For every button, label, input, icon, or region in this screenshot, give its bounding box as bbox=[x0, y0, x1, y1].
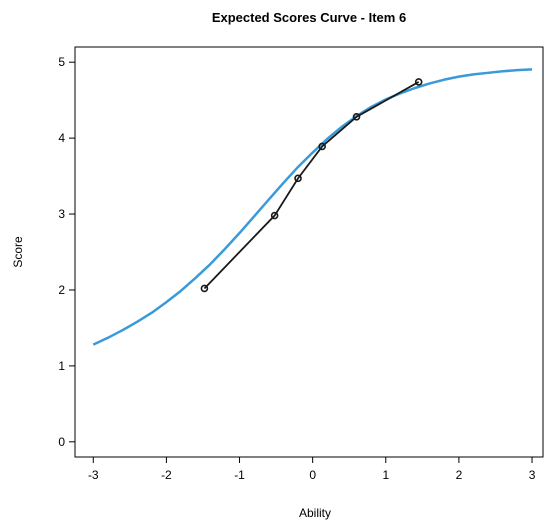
y-axis: 0 1 2 3 4 5 bbox=[58, 55, 75, 449]
x-tick-label: 2 bbox=[456, 468, 463, 482]
y-tick-label: 5 bbox=[58, 55, 65, 69]
observed-point bbox=[200, 284, 209, 293]
x-tick-label: -3 bbox=[88, 468, 99, 482]
y-tick-label: 3 bbox=[58, 207, 65, 221]
expected-score-curve bbox=[92, 68, 533, 346]
x-tick-label: 1 bbox=[382, 468, 389, 482]
y-tick-label: 4 bbox=[58, 131, 65, 145]
x-tick-label: -1 bbox=[234, 468, 245, 482]
observed-point bbox=[352, 113, 361, 121]
y-tick-label: 1 bbox=[58, 359, 65, 373]
observed-point bbox=[294, 174, 302, 183]
y-tick-label: 0 bbox=[58, 435, 65, 449]
plot-frame bbox=[74, 46, 544, 458]
x-axis-label: Ability bbox=[299, 506, 331, 520]
x-tick-label: 3 bbox=[529, 468, 536, 482]
observed-point bbox=[270, 211, 279, 220]
observed-score-line bbox=[203, 81, 420, 290]
y-axis-label: Score bbox=[11, 236, 25, 268]
observed-point bbox=[318, 142, 326, 151]
observed-point bbox=[414, 78, 423, 86]
x-tick-label: -2 bbox=[161, 468, 172, 482]
x-axis: -3 -2 -1 0 1 2 3 bbox=[88, 457, 536, 482]
x-tick-label: 0 bbox=[309, 468, 316, 482]
series-layer bbox=[92, 68, 533, 346]
chart-title: Expected Scores Curve - Item 6 bbox=[212, 10, 406, 25]
y-tick-label: 2 bbox=[58, 283, 65, 297]
